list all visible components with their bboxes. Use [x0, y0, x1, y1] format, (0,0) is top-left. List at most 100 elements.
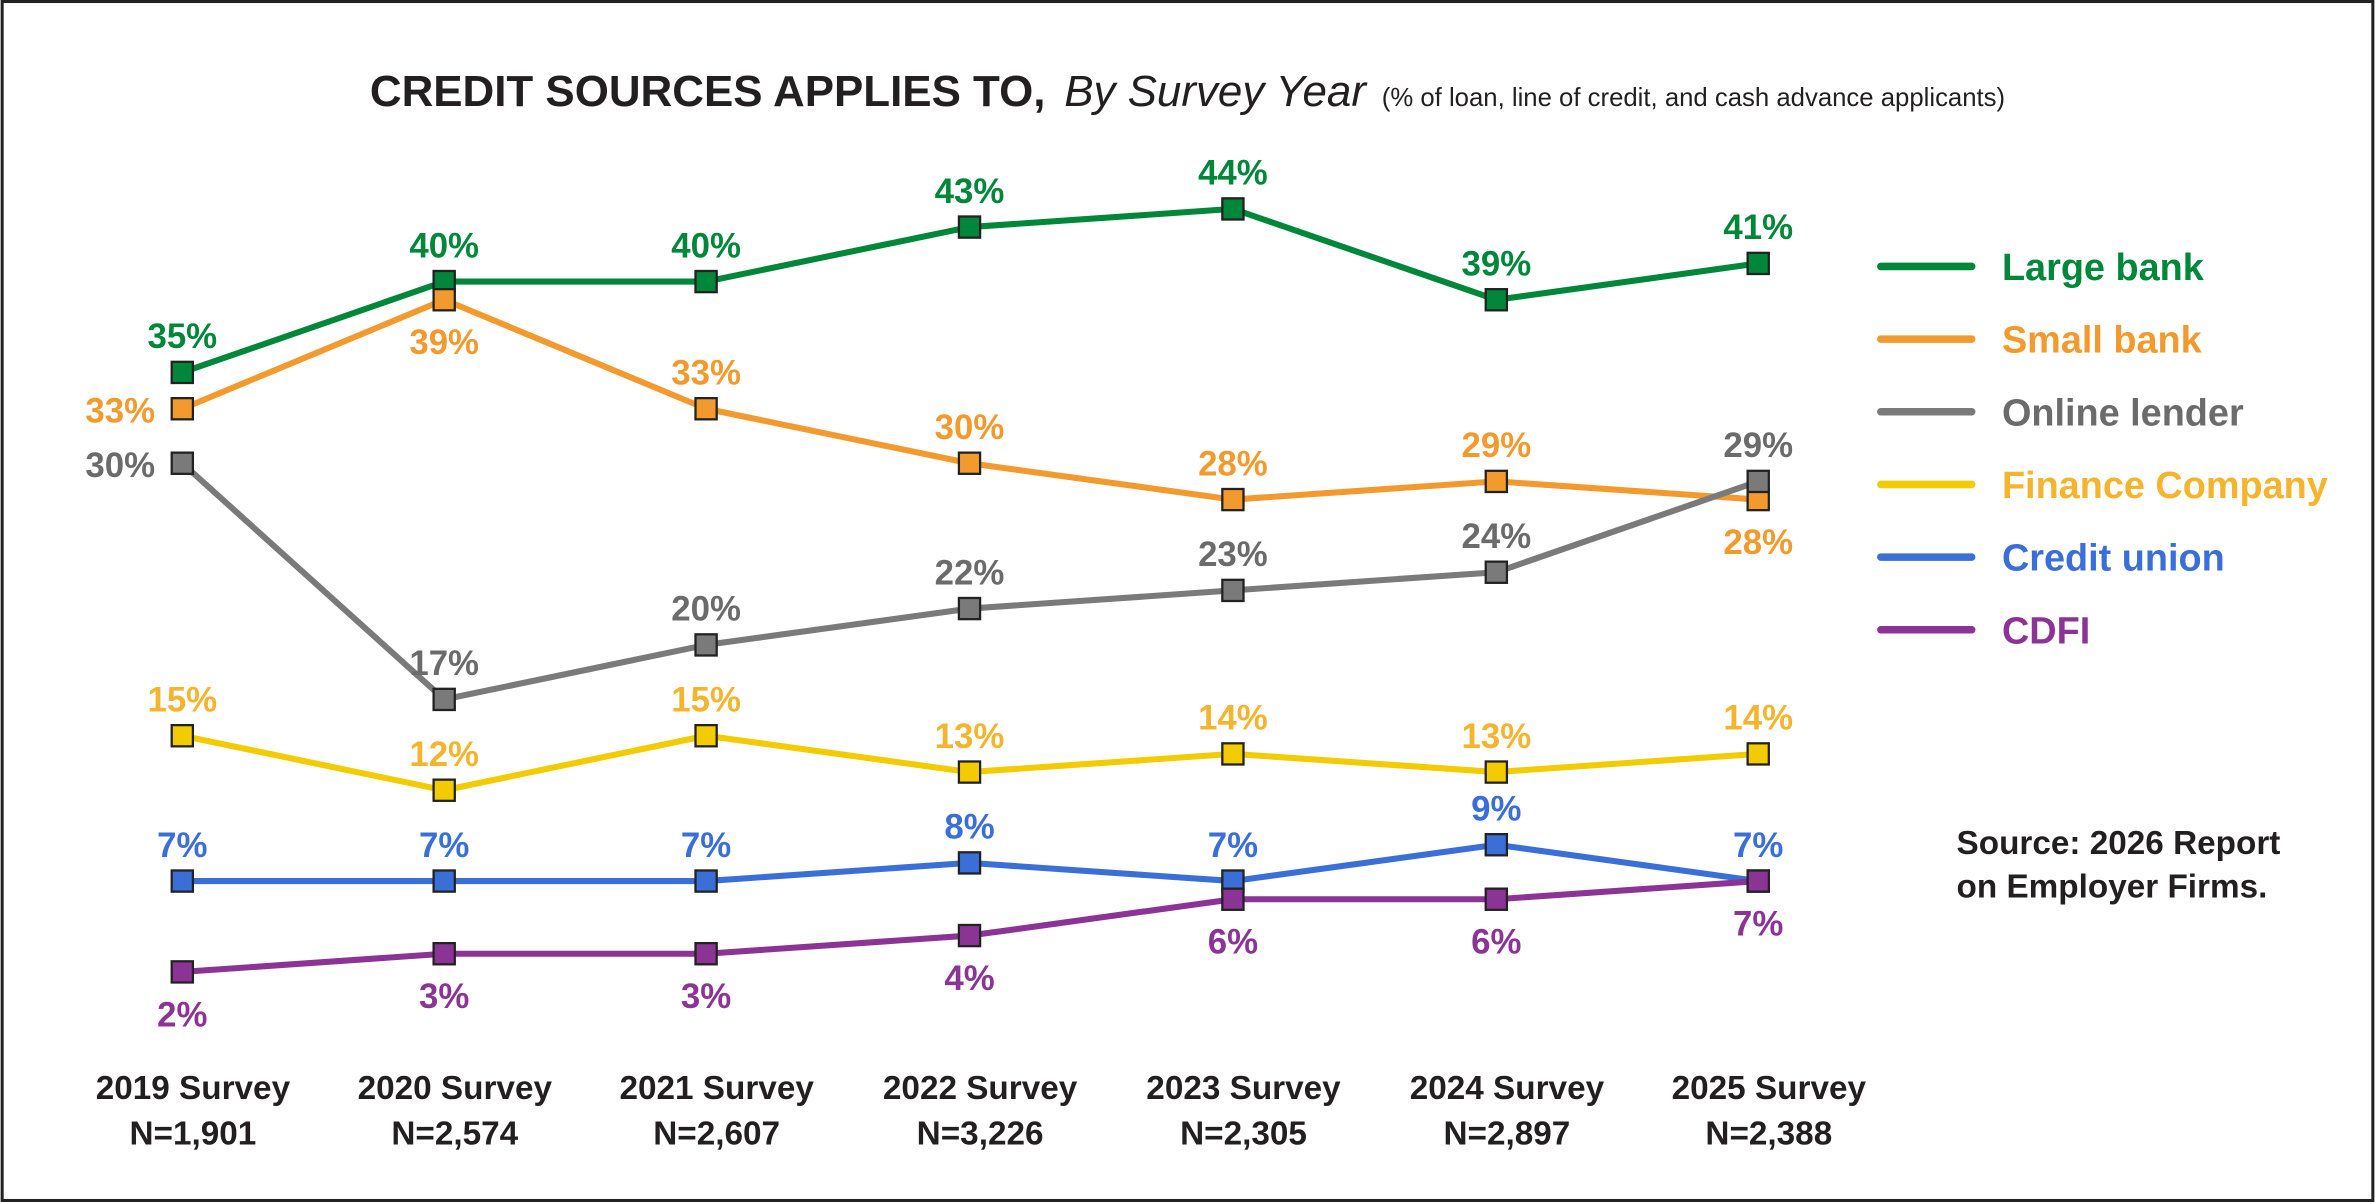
x-tick-label: 2025 Survey [1672, 1070, 1867, 1107]
x-tick-sublabel: N=3,226 [917, 1115, 1044, 1152]
title-sub: (% of loan, line of credit, and cash adv… [1382, 84, 2005, 112]
legend-label-cdfi: CDFI [2002, 610, 2090, 652]
data-label-small-bank: 30% [935, 408, 1005, 447]
data-label-online-lender: 23% [1198, 535, 1268, 574]
data-label-small-bank: 33% [671, 354, 741, 393]
legend-label-credit-union: Credit union [2002, 538, 2225, 580]
legend-label-online-lender: Online lender [2002, 392, 2244, 434]
x-tick-label: 2021 Survey [619, 1070, 814, 1107]
marker-credit-union [957, 851, 982, 875]
marker-large-bank [170, 360, 195, 385]
x-tick-label: 2020 Survey [358, 1070, 553, 1107]
marker-cdfi [170, 960, 195, 984]
x-tick-label: 2019 Survey [96, 1070, 291, 1107]
data-label-credit-union: 7% [419, 826, 469, 865]
marker-small-bank [1221, 487, 1245, 512]
marker-small-bank [432, 288, 456, 312]
data-label-credit-union: 7% [157, 826, 207, 865]
series-markers [170, 197, 1770, 984]
data-labels: 35% 40% 40% 43% 44% 39% 41% 33% 39% 33% 30% 28% 29% 2… [85, 154, 1793, 1035]
marker-large-bank [1221, 197, 1245, 221]
data-label-credit-union: 7% [681, 826, 731, 865]
marker-credit-union [694, 869, 718, 893]
data-label-online-lender: 20% [671, 590, 741, 629]
data-label-cdfi: 2% [157, 995, 207, 1034]
marker-cdfi [1221, 887, 1245, 911]
marker-large-bank [694, 269, 718, 294]
marker-large-bank [1484, 288, 1509, 312]
marker-credit-union [170, 869, 195, 893]
x-tick-sublabel: N=2,607 [653, 1115, 780, 1152]
x-tick-sublabel: N=2,388 [1705, 1115, 1832, 1152]
data-label-finance-company: 15% [671, 681, 741, 720]
title-main: CREDIT SOURCES APPLIES TO, [370, 67, 1046, 116]
x-tick-sublabel: N=2,305 [1180, 1115, 1307, 1152]
data-label-online-lender: 30% [85, 446, 155, 485]
data-label-finance-company: 14% [1723, 699, 1793, 738]
marker-large-bank [957, 215, 982, 239]
marker-finance-company [432, 778, 456, 802]
x-tick-label: 2024 Survey [1410, 1070, 1605, 1107]
data-label-finance-company: 12% [409, 735, 479, 774]
x-axis-labels: 2019 Survey N=1,901 2020 Survey N=2,574 2021… [96, 1070, 1867, 1152]
data-label-cdfi: 7% [1733, 905, 1783, 944]
data-label-online-lender: 17% [409, 644, 479, 683]
data-label-credit-union: 7% [1733, 826, 1783, 865]
marker-finance-company [1221, 742, 1245, 766]
marker-cdfi [694, 941, 718, 966]
data-label-cdfi: 6% [1208, 923, 1258, 962]
data-label-finance-company: 13% [935, 717, 1005, 756]
data-label-large-bank: 43% [935, 172, 1005, 211]
marker-online-lender [1746, 469, 1770, 494]
data-label-finance-company: 15% [147, 681, 217, 720]
marker-finance-company [1484, 760, 1509, 784]
x-tick-sublabel: N=2,897 [1444, 1115, 1571, 1152]
marker-finance-company [694, 724, 718, 748]
x-tick-sublabel: N=2,574 [391, 1115, 518, 1152]
source-line-2: on Employer Firms. [1957, 869, 2268, 906]
data-label-cdfi: 6% [1471, 923, 1521, 962]
marker-credit-union [432, 869, 456, 893]
data-label-online-lender: 29% [1723, 426, 1793, 465]
marker-cdfi [432, 941, 456, 966]
data-label-large-bank: 41% [1723, 208, 1793, 247]
source-line-1: Source: 2026 Report [1957, 825, 2281, 862]
data-label-large-bank: 44% [1198, 154, 1268, 193]
data-label-large-bank: 40% [671, 226, 741, 265]
data-label-large-bank: 39% [1461, 245, 1531, 284]
marker-online-lender [432, 687, 456, 712]
data-label-small-bank: 28% [1198, 444, 1268, 483]
x-tick-label: 2022 Survey [883, 1070, 1078, 1107]
data-label-cdfi: 4% [944, 959, 994, 998]
marker-online-lender [1221, 578, 1245, 603]
marker-online-lender [957, 596, 982, 621]
data-label-credit-union: 7% [1208, 826, 1258, 865]
legend-label-small-bank: Small bank [2002, 320, 2203, 362]
marker-cdfi [957, 923, 982, 948]
data-label-finance-company: 13% [1461, 717, 1531, 756]
data-label-finance-company: 14% [1198, 699, 1268, 738]
data-label-cdfi: 3% [419, 977, 469, 1016]
data-label-credit-union: 9% [1471, 790, 1521, 829]
marker-finance-company [957, 760, 982, 784]
marker-large-bank [1746, 251, 1770, 276]
data-label-small-bank: 29% [1461, 426, 1531, 465]
marker-online-lender [170, 451, 195, 475]
marker-small-bank [957, 451, 982, 475]
data-label-online-lender: 24% [1461, 517, 1531, 556]
x-tick-label: 2023 Survey [1146, 1070, 1341, 1107]
chart-title: CREDIT SOURCES APPLIES TO, By Survey Yea… [370, 67, 2005, 116]
marker-small-bank [170, 397, 195, 421]
x-tick-sublabel: N=1,901 [129, 1115, 256, 1152]
data-label-small-bank: 28% [1723, 523, 1793, 562]
data-label-cdfi: 3% [681, 977, 731, 1016]
data-label-large-bank: 40% [409, 226, 479, 265]
marker-small-bank [1484, 469, 1509, 494]
data-label-credit-union: 8% [944, 808, 994, 847]
marker-online-lender [1484, 560, 1509, 584]
legend: Large bank Small bank Online lender Finance… [1877, 247, 2328, 652]
marker-cdfi [1484, 887, 1509, 911]
data-label-small-bank: 39% [409, 323, 479, 362]
